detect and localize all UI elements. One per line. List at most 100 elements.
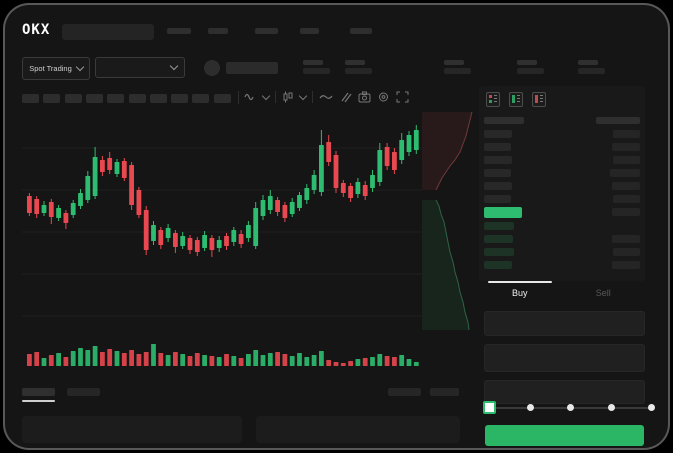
price-input[interactable]	[484, 311, 645, 336]
search-input[interactable]	[62, 24, 154, 40]
stat-value-placeholder	[345, 68, 372, 74]
orderbook-ask-row[interactable]	[484, 140, 640, 153]
buy-submit-button[interactable]	[485, 425, 644, 446]
timeframe-button-placeholder[interactable]	[85, 94, 103, 103]
orderbook-both-icon[interactable]	[486, 92, 500, 107]
chevron-down-icon[interactable]	[298, 91, 308, 100]
market-type-selector[interactable]: Spot Trading	[22, 57, 90, 80]
orderbook-bid-row[interactable]	[484, 232, 640, 245]
bid-price-bar	[484, 234, 513, 243]
slider-stop-dot[interactable]	[526, 404, 534, 411]
chevron-down-icon	[169, 61, 179, 71]
toolbar-divider	[238, 91, 239, 104]
bottom-tab-placeholder[interactable]	[22, 388, 55, 396]
timeframe-button-placeholder[interactable]	[107, 94, 125, 103]
orderbook-ask-row[interactable]	[484, 166, 640, 179]
slider-stop-dot[interactable]	[567, 404, 574, 411]
slider-stop-dot[interactable]	[607, 404, 615, 411]
bid-price-bar	[484, 247, 514, 256]
toolbar-divider	[275, 91, 276, 103]
stat-value-placeholder	[517, 68, 544, 74]
orderbook-ask-row[interactable]	[484, 127, 640, 140]
nav-item-placeholder[interactable]	[350, 28, 372, 34]
tab-sell-label: Sell	[595, 288, 611, 298]
orderbook-panel	[479, 86, 645, 281]
price-column-header	[484, 117, 524, 124]
nav-item-placeholder[interactable]	[208, 28, 228, 34]
orderbook-asks-icon[interactable]	[532, 92, 546, 107]
total-input[interactable]	[484, 380, 645, 404]
indicator-wave-icon[interactable]	[244, 91, 257, 103]
timeframe-button-placeholder[interactable]	[22, 94, 39, 103]
orderbook-asks	[484, 127, 640, 205]
amount-column-header	[596, 117, 640, 124]
toolbar-divider	[312, 91, 313, 103]
nav-item-placeholder[interactable]	[167, 28, 191, 34]
timeframe-button-placeholder[interactable]	[64, 94, 82, 103]
trade-side-tabs: Buy Sell	[478, 281, 645, 301]
slider-stop-dot[interactable]	[648, 404, 655, 411]
ask-amount-bar	[612, 181, 640, 190]
tab-sell[interactable]: Sell	[562, 281, 646, 301]
bottom-active-tab-indicator	[22, 400, 55, 402]
bottom-action-placeholder[interactable]	[388, 388, 421, 396]
candlestick-chart[interactable]	[22, 112, 422, 370]
timeframe-button-placeholder[interactable]	[128, 94, 146, 103]
timeframe-button-placeholder[interactable]	[171, 94, 189, 103]
parallel-lines-tool-icon[interactable]	[339, 91, 352, 103]
bid-amount-bar	[612, 260, 640, 269]
stat-value-placeholder	[303, 68, 330, 74]
bottom-action-placeholder[interactable]	[430, 388, 459, 396]
camera-snapshot-icon[interactable]	[358, 91, 371, 103]
okx-logo[interactable]: OKX	[22, 22, 51, 38]
stat-label-placeholder	[444, 60, 464, 65]
timeframe-button-placeholder[interactable]	[192, 94, 210, 103]
orderbook-bid-row[interactable]	[484, 219, 640, 232]
chart-style-candles-icon[interactable]	[282, 91, 294, 103]
orderbook-ask-row[interactable]	[484, 179, 640, 192]
chevron-down-icon[interactable]	[261, 91, 271, 100]
tab-buy[interactable]: Buy	[478, 281, 562, 301]
amount-slider[interactable]	[483, 401, 655, 414]
active-tab-indicator	[488, 281, 552, 283]
pair-name-placeholder	[226, 62, 278, 74]
timeframe-button-placeholder[interactable]	[43, 94, 61, 103]
last-price-row[interactable]	[484, 205, 640, 219]
fullscreen-icon[interactable]	[396, 91, 409, 103]
tab-buy-label: Buy	[511, 288, 528, 298]
line-tool-icon[interactable]	[319, 91, 333, 103]
ask-amount-bar	[613, 129, 640, 138]
ask-price-bar	[484, 155, 512, 164]
orderbook-bid-row[interactable]	[484, 245, 640, 258]
bottom-tab-placeholder[interactable]	[67, 388, 100, 396]
chevron-down-icon	[75, 62, 85, 72]
orderbook-ask-row[interactable]	[484, 153, 640, 166]
stat-value-placeholder	[444, 68, 471, 74]
bid-price-bar	[484, 221, 514, 230]
amount-bar	[612, 208, 640, 216]
nav-item-placeholder[interactable]	[300, 28, 319, 34]
orderbook-bids-icon[interactable]	[509, 92, 523, 107]
ask-amount-bar	[612, 142, 640, 151]
orderbook-table	[479, 107, 645, 271]
settings-gear-icon[interactable]	[377, 91, 390, 103]
orderbook-ask-row[interactable]	[484, 192, 640, 205]
bid-price-bar	[484, 260, 512, 269]
pair-selector-dropdown[interactable]	[95, 57, 185, 78]
slider-handle[interactable]	[483, 401, 496, 414]
stat-label-placeholder	[345, 60, 365, 65]
pair-avatar[interactable]	[204, 60, 220, 76]
depth-chart[interactable]	[422, 112, 478, 330]
app-window: OKX Spot Trading	[5, 5, 668, 448]
timeframe-button-placeholder[interactable]	[149, 94, 167, 103]
stat-value-placeholder	[578, 68, 605, 74]
nav-item-placeholder[interactable]	[255, 28, 278, 34]
timeframe-button-placeholder[interactable]	[213, 94, 231, 103]
history-panel	[256, 416, 460, 443]
orderbook-bid-row[interactable]	[484, 258, 640, 271]
stat-label-placeholder	[578, 60, 598, 65]
stat-label-placeholder	[517, 60, 537, 65]
orderbook-view-toggles	[479, 86, 645, 107]
ask-price-bar	[484, 181, 512, 190]
amount-input[interactable]	[484, 344, 645, 372]
